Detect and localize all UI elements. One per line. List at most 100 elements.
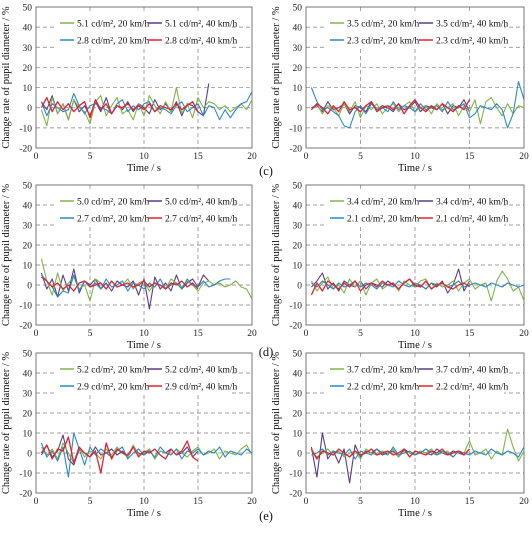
x-axis-label: Time / s xyxy=(127,508,161,519)
panel-label: (e) xyxy=(259,509,273,523)
series-line xyxy=(40,436,199,474)
x-axis-label: Time / s xyxy=(398,340,432,351)
panel-label: (c) xyxy=(259,164,273,178)
y-tick-label: 40 xyxy=(293,202,303,212)
chart-panel-2-1: -20 -10 0 10 20 30 40 50 0 5 10 15 20 Time / s Change … xyxy=(271,350,529,520)
y-tick-label: 10 xyxy=(293,84,303,94)
legend-entry: 3.4 cd/m², 40 km/h xyxy=(436,198,508,208)
legend-entry: 2.2 cd/m², 40 km/h xyxy=(436,383,508,393)
y-tick-label: 10 xyxy=(23,84,33,94)
y-tick-label: -10 xyxy=(19,124,32,134)
y-tick-label: 50 xyxy=(23,4,33,14)
series-line xyxy=(310,448,470,460)
x-tick-label: 10 xyxy=(139,497,149,507)
x-tick-label: 20 xyxy=(519,152,529,162)
x-tick-label: 5 xyxy=(88,329,93,339)
x-tick-label: 0 xyxy=(34,329,39,339)
plot-frame xyxy=(305,184,525,326)
series-line xyxy=(40,91,253,121)
series-line xyxy=(311,280,525,290)
y-tick-label: 20 xyxy=(23,242,33,252)
legend-entry: 5.1 cd/m², 20 km/h xyxy=(77,20,149,30)
x-axis-label: Time / s xyxy=(127,340,161,351)
y-tick-label: -20 xyxy=(289,322,302,332)
y-tick-label: -20 xyxy=(19,322,32,332)
y-axis-label: Change rate of pupil diameter / % xyxy=(1,6,12,149)
legend-entry: 2.3 cd/m², 40 km/h xyxy=(436,37,508,47)
series-line xyxy=(40,274,231,298)
y-tick-label: 20 xyxy=(293,410,303,420)
chart-panel-0-0: -20 -10 0 10 20 30 40 50 0 5 10 15 20 Time / s Change … xyxy=(1,4,257,175)
x-tick-label: 10 xyxy=(139,329,149,339)
x-tick-label: 10 xyxy=(139,152,149,162)
legend-entry: 5.2 cd/m², 40 km/h xyxy=(165,366,237,376)
series-line xyxy=(310,428,525,462)
legend-entry: 2.7 cd/m², 20 km/h xyxy=(77,215,149,225)
y-tick-label: 30 xyxy=(23,222,33,232)
x-tick-label: 20 xyxy=(247,497,257,507)
y-tick-label: -20 xyxy=(19,145,32,155)
legend-entry: 2.3 cd/m², 20 km/h xyxy=(347,37,419,47)
y-tick-label: 0 xyxy=(27,104,32,114)
series-line xyxy=(310,80,525,129)
y-tick-label: 30 xyxy=(23,44,33,54)
x-tick-label: 10 xyxy=(410,329,420,339)
y-tick-label: 40 xyxy=(23,202,33,212)
y-tick-label: 10 xyxy=(23,430,33,440)
y-tick-label: 30 xyxy=(293,390,303,400)
plot-frame xyxy=(305,352,525,494)
y-tick-label: -20 xyxy=(289,145,302,155)
y-axis-label: Change rate of pupil diameter / % xyxy=(1,352,12,495)
y-tick-label: 0 xyxy=(27,450,32,460)
legend-entry: 2.2 cd/m², 20 km/h xyxy=(347,383,419,393)
chart-panel-1-1: -20 -10 0 10 20 30 40 50 0 5 10 15 20 Time / s Change … xyxy=(271,182,529,352)
series-line xyxy=(310,99,471,115)
x-tick-label: 15 xyxy=(465,329,475,339)
series-line xyxy=(310,278,470,296)
legend-entry: 2.8 cd/m², 20 km/h xyxy=(77,37,149,47)
y-tick-label: 30 xyxy=(293,222,303,232)
y-axis-label: Change rate of pupil diameter / % xyxy=(271,6,282,149)
x-axis-label: Time / s xyxy=(398,508,432,519)
legend-box xyxy=(56,359,232,395)
series-line xyxy=(40,432,253,478)
y-tick-label: 50 xyxy=(23,182,33,192)
legend-box xyxy=(56,191,232,227)
legend-entry: 3.7 cd/m², 20 km/h xyxy=(347,366,419,376)
plot-frame xyxy=(35,6,253,149)
series-line xyxy=(40,87,253,127)
y-tick-label: 20 xyxy=(23,410,33,420)
legend-box xyxy=(326,191,504,227)
y-tick-label: 0 xyxy=(297,104,302,114)
y-tick-label: 30 xyxy=(23,390,33,400)
x-tick-label: 10 xyxy=(410,497,420,507)
y-tick-label: 20 xyxy=(293,242,303,252)
legend-entry: 3.5 cd/m², 40 km/h xyxy=(436,20,508,30)
x-tick-label: 5 xyxy=(358,152,363,162)
x-tick-label: 5 xyxy=(88,497,93,507)
y-tick-label: 0 xyxy=(27,282,32,292)
y-tick-label: 10 xyxy=(293,262,303,272)
y-tick-label: -20 xyxy=(19,490,32,500)
legend-entry: 5.2 cd/m², 20 km/h xyxy=(77,366,149,376)
plot-frame xyxy=(305,6,525,149)
panel-label: (d) xyxy=(259,345,274,359)
legend-entry: 3.7 cd/m², 40 km/h xyxy=(436,366,508,376)
series-line xyxy=(310,268,470,294)
chart-panel-1-0: -20 -10 0 10 20 30 40 50 0 5 10 15 20 Time / s Change … xyxy=(1,182,257,352)
y-tick-label: 50 xyxy=(23,350,33,360)
series-line xyxy=(41,276,199,292)
x-tick-label: 0 xyxy=(34,497,39,507)
plot-frame xyxy=(35,352,253,494)
legend-entry: 5.0 cd/m², 40 km/h xyxy=(165,198,237,208)
y-axis-label: Change rate of pupil diameter / % xyxy=(1,184,12,327)
chart-panel-0-1: -20 -10 0 10 20 30 40 50 0 5 10 15 20 Time / s Change … xyxy=(271,4,529,175)
legend-entry: 2.7 cd/m², 40 km/h xyxy=(165,215,237,225)
series-line xyxy=(311,446,525,460)
y-tick-label: -10 xyxy=(289,302,302,312)
y-tick-label: 10 xyxy=(293,430,303,440)
y-tick-label: 50 xyxy=(293,350,303,360)
y-tick-label: 50 xyxy=(293,182,303,192)
legend-entry: 2.1 cd/m², 40 km/h xyxy=(436,215,508,225)
y-axis-label: Change rate of pupil diameter / % xyxy=(271,352,282,495)
